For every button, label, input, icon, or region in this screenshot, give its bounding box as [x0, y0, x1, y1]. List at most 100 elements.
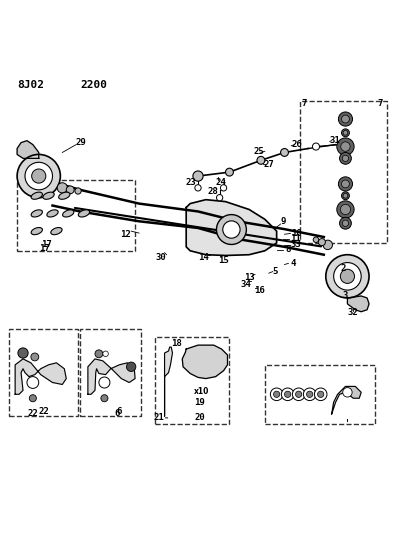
Bar: [80, 329, 141, 416]
Text: 27: 27: [263, 160, 274, 169]
Text: 22: 22: [27, 409, 38, 418]
Ellipse shape: [47, 210, 58, 217]
Text: 2: 2: [341, 264, 346, 273]
Polygon shape: [15, 359, 66, 394]
Text: 24: 24: [215, 178, 226, 187]
Polygon shape: [347, 296, 369, 312]
Text: 20: 20: [194, 414, 206, 422]
Circle shape: [103, 351, 109, 357]
Circle shape: [195, 185, 201, 191]
Text: 21: 21: [153, 414, 164, 422]
Text: 8: 8: [286, 245, 291, 254]
Circle shape: [303, 388, 316, 401]
Circle shape: [342, 220, 348, 227]
Text: 13: 13: [244, 273, 255, 282]
Circle shape: [226, 168, 233, 176]
Ellipse shape: [31, 192, 42, 199]
Text: 32: 32: [347, 309, 358, 317]
Circle shape: [339, 152, 351, 164]
Ellipse shape: [31, 210, 42, 217]
Ellipse shape: [31, 228, 42, 235]
Circle shape: [343, 131, 348, 135]
Text: 34: 34: [241, 280, 251, 289]
Circle shape: [341, 142, 350, 151]
Circle shape: [18, 348, 28, 358]
Circle shape: [341, 129, 349, 137]
Circle shape: [323, 240, 333, 249]
Text: 28: 28: [208, 187, 218, 196]
Bar: [9, 329, 78, 416]
Text: 11: 11: [290, 235, 301, 244]
Circle shape: [340, 204, 350, 215]
Circle shape: [193, 171, 203, 181]
Circle shape: [326, 255, 369, 298]
Circle shape: [314, 388, 327, 401]
Text: 8J02: 8J02: [17, 80, 44, 90]
Ellipse shape: [63, 210, 74, 217]
Circle shape: [341, 142, 346, 147]
Circle shape: [318, 391, 324, 398]
Text: 25: 25: [253, 147, 264, 156]
Text: 3: 3: [343, 290, 348, 300]
Bar: [17, 180, 135, 251]
Text: 23: 23: [186, 178, 196, 187]
Circle shape: [307, 391, 313, 398]
Circle shape: [29, 395, 36, 402]
Text: 6: 6: [117, 408, 122, 416]
Bar: [265, 365, 375, 424]
Circle shape: [17, 155, 60, 198]
Bar: [300, 101, 387, 243]
Text: 22: 22: [38, 408, 49, 416]
Circle shape: [257, 156, 265, 164]
Circle shape: [57, 183, 67, 193]
Circle shape: [318, 239, 326, 246]
Text: 18: 18: [171, 338, 182, 348]
Circle shape: [341, 192, 349, 200]
Circle shape: [32, 169, 46, 183]
Text: 19: 19: [194, 398, 206, 407]
Text: 15: 15: [218, 256, 229, 265]
Circle shape: [312, 143, 320, 150]
Ellipse shape: [78, 210, 89, 217]
Text: x10: x10: [194, 387, 209, 397]
Circle shape: [25, 162, 53, 190]
Circle shape: [337, 138, 354, 155]
Text: 17: 17: [39, 244, 50, 253]
Circle shape: [270, 388, 283, 401]
Bar: [155, 337, 229, 424]
Circle shape: [334, 263, 361, 290]
Circle shape: [75, 188, 81, 194]
Circle shape: [126, 362, 136, 372]
Circle shape: [282, 388, 294, 401]
Ellipse shape: [59, 192, 70, 199]
Polygon shape: [182, 345, 227, 378]
Text: 16: 16: [254, 286, 265, 295]
Text: 33: 33: [291, 240, 302, 249]
Circle shape: [281, 149, 288, 156]
Circle shape: [338, 112, 352, 126]
Text: 2200: 2200: [80, 80, 107, 90]
Circle shape: [274, 391, 280, 398]
Circle shape: [217, 215, 246, 245]
Circle shape: [27, 377, 39, 389]
Circle shape: [338, 177, 352, 191]
Circle shape: [221, 185, 227, 191]
Polygon shape: [165, 347, 172, 416]
Text: 17: 17: [41, 240, 52, 249]
Circle shape: [340, 269, 354, 284]
Text: 7: 7: [301, 99, 307, 108]
Circle shape: [342, 155, 348, 161]
Polygon shape: [17, 141, 39, 158]
Circle shape: [66, 186, 74, 194]
Circle shape: [223, 221, 240, 238]
Circle shape: [295, 391, 302, 398]
Text: 29: 29: [76, 138, 87, 147]
Circle shape: [95, 350, 103, 358]
Text: 30: 30: [155, 253, 166, 262]
Circle shape: [217, 195, 223, 201]
Circle shape: [339, 217, 351, 229]
Circle shape: [341, 115, 349, 123]
Circle shape: [343, 387, 352, 397]
Ellipse shape: [51, 228, 62, 235]
Circle shape: [99, 377, 110, 388]
